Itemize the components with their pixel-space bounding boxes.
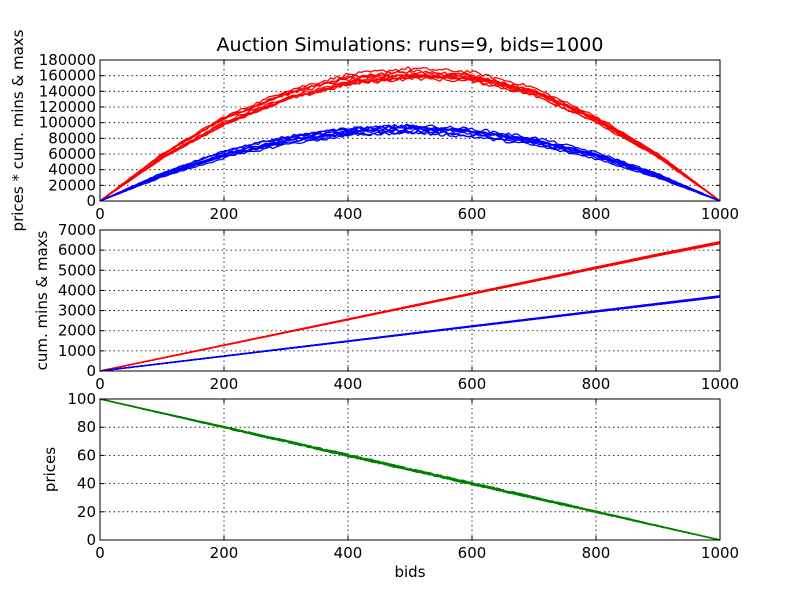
series-run-line: [99, 130, 721, 202]
x-tick-label: 800: [582, 375, 611, 393]
series-run-line: [99, 74, 721, 202]
y-tick-label: 4000: [58, 281, 96, 299]
y-tick-label: 20000: [48, 176, 96, 194]
axes-frame: [99, 229, 721, 372]
y-tick-label: 2000: [58, 322, 96, 340]
x-tick-label: 400: [334, 205, 363, 223]
series-run-line: [99, 76, 721, 202]
y-tick-label: 5000: [58, 261, 96, 279]
series-run-line: [99, 398, 721, 541]
subplot-bottom: 0 200 400 600 800 1000 0 20 40 60 80 100 prices bids: [41, 390, 739, 581]
axes-frame: [99, 398, 721, 541]
y-tick-label: 0: [86, 362, 96, 380]
y-tick-label: 120000: [39, 98, 96, 116]
series-bottom-0: [99, 398, 721, 541]
x-tick-label: 200: [210, 375, 239, 393]
x-tick-label: 400: [334, 544, 363, 562]
y-tick-label: 80: [77, 418, 96, 436]
x-tick-label: 1000: [701, 544, 739, 562]
y-tick-label: 1000: [58, 342, 96, 360]
subplot-top: 0 200 400 600 800 100002000040000600008000010…: [9, 29, 739, 231]
x-tick-label: 0: [95, 205, 105, 223]
series-run-line: [99, 66, 721, 202]
x-tick-label: 1000: [701, 375, 739, 393]
y-tick-label: 20: [77, 503, 96, 521]
x-tick-label: 400: [334, 375, 363, 393]
x-tick-label: 200: [210, 205, 239, 223]
y-tick-label: 60000: [48, 145, 96, 163]
y-tick-label: 160000: [39, 67, 96, 85]
x-tick-label: 600: [458, 205, 487, 223]
series-middle-1: [99, 295, 721, 372]
x-tick-label: 0: [95, 375, 105, 393]
y-tick-label: 80000: [48, 129, 96, 147]
series-top-1: [99, 123, 721, 202]
y-tick-label: 100: [67, 390, 96, 408]
y-axis-label: prices: [41, 447, 59, 492]
x-tick-label: 0: [95, 544, 105, 562]
y-tick-label: 40000: [48, 161, 96, 179]
y-tick-label: 6000: [58, 241, 96, 259]
chart-title: Auction Simulations: runs=9, bids=1000: [217, 34, 604, 56]
subplot-middle: 0 200 400 600 800 1000 0 1000 2000 3000 4000 5000 60…: [33, 221, 739, 393]
y-tick-label: 140000: [39, 82, 96, 100]
y-tick-label: 180000: [39, 51, 96, 69]
series-run-line: [99, 124, 721, 202]
x-axis-label: bids: [394, 563, 425, 581]
series-run-line: [99, 126, 721, 202]
x-tick-label: 600: [458, 375, 487, 393]
y-axis-label: prices * cum. mins & maxs: [9, 29, 27, 231]
axes-frame: [99, 59, 721, 202]
x-tick-label: 800: [582, 205, 611, 223]
series-top-0: [99, 66, 721, 202]
x-tick-label: 200: [210, 544, 239, 562]
y-tick-label: 0: [86, 531, 96, 549]
y-tick-label: 7000: [58, 221, 96, 239]
series-middle-0: [99, 241, 721, 372]
x-tick-label: 800: [582, 544, 611, 562]
x-tick-label: 600: [458, 544, 487, 562]
y-tick-label: 100000: [39, 114, 96, 132]
y-tick-label: 60: [77, 446, 96, 464]
y-tick-label: 40: [77, 475, 96, 493]
y-tick-label: 0: [86, 192, 96, 210]
series-run-line: [99, 241, 721, 372]
x-tick-label: 1000: [701, 205, 739, 223]
y-axis-label: cum. mins & maxs: [33, 230, 51, 370]
series-run-line: [99, 296, 721, 372]
y-tick-label: 3000: [58, 302, 96, 320]
series-run-line: [99, 69, 721, 202]
